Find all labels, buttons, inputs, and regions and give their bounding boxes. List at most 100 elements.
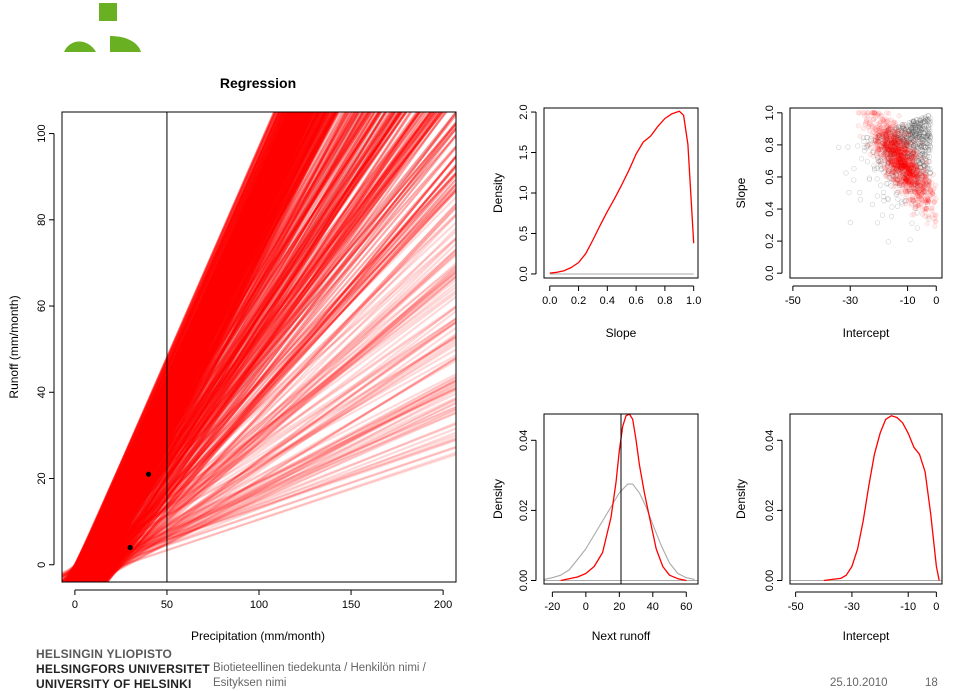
regression-line bbox=[69, 112, 314, 582]
prior-sample-point bbox=[886, 156, 892, 162]
posterior-sample-point bbox=[871, 110, 877, 116]
prior-sample-point bbox=[904, 142, 910, 148]
regression-line bbox=[86, 112, 437, 582]
posterior-sample-point bbox=[886, 125, 892, 131]
prior-sample-point bbox=[915, 158, 921, 164]
prior-sample-point bbox=[904, 150, 910, 156]
prior-sample-point bbox=[836, 144, 842, 150]
slope-density-xtick-label: 0.2 bbox=[571, 295, 586, 307]
prior-sample-point bbox=[910, 185, 916, 191]
posterior-sample-point bbox=[902, 162, 908, 168]
prior-sample-point bbox=[893, 141, 899, 148]
prior-sample-point bbox=[899, 135, 905, 141]
prior-sample-point bbox=[868, 136, 874, 142]
regression-line bbox=[67, 112, 289, 582]
footer-faculty-line1: Biotieteellinen tiedekunta / Henkilön ni… bbox=[213, 662, 426, 674]
next-runoff-xlabel: Next runoff bbox=[592, 629, 651, 643]
posterior-sample-point bbox=[891, 150, 897, 156]
posterior-sample-point bbox=[911, 165, 917, 171]
regression-line bbox=[87, 112, 320, 582]
prior-sample-point bbox=[874, 176, 880, 182]
slope-density-curve bbox=[549, 110, 695, 274]
posterior-sample-point bbox=[875, 146, 882, 152]
prior-sample-point bbox=[919, 149, 925, 155]
prior-sample-point bbox=[900, 158, 906, 164]
regression-line bbox=[100, 112, 308, 582]
regression-line bbox=[93, 112, 306, 582]
regression-line bbox=[69, 112, 358, 582]
regression-ytick-label: 40 bbox=[36, 386, 48, 398]
posterior-sample-point bbox=[925, 186, 931, 192]
posterior-sample-point bbox=[908, 163, 914, 169]
prior-sample-point bbox=[918, 143, 924, 149]
prior-sample-point bbox=[921, 130, 927, 137]
posterior-sample-point bbox=[888, 170, 895, 177]
prior-sample-point bbox=[927, 138, 933, 144]
prior-sample-point bbox=[905, 153, 911, 160]
posterior-sample-point bbox=[905, 149, 911, 155]
posterior-sample-point bbox=[908, 171, 914, 178]
prior-sample-point bbox=[884, 137, 890, 144]
prior-sample-point bbox=[911, 159, 917, 165]
regression-line bbox=[84, 112, 397, 582]
prior-sample-point bbox=[898, 166, 904, 172]
posterior-sample-point bbox=[913, 155, 919, 161]
regression-line bbox=[62, 112, 445, 582]
posterior-sample-point bbox=[890, 133, 896, 139]
posterior-sample-point bbox=[883, 129, 889, 135]
next-runoff-curve bbox=[543, 483, 695, 580]
posterior-sample-point bbox=[901, 150, 907, 156]
prior-sample-point bbox=[901, 122, 907, 128]
posterior-sample-point bbox=[903, 164, 909, 170]
prior-sample-point bbox=[921, 137, 927, 143]
prior-sample-point bbox=[916, 122, 922, 129]
regression-line bbox=[97, 112, 295, 582]
posterior-sample-point bbox=[908, 183, 914, 189]
posterior-sample-point bbox=[898, 159, 904, 165]
posterior-sample-point bbox=[887, 147, 893, 153]
regression-line bbox=[81, 112, 407, 582]
regression-line bbox=[97, 112, 307, 582]
prior-sample-point bbox=[884, 150, 891, 156]
posterior-sample-point bbox=[923, 176, 929, 182]
prior-sample-point bbox=[856, 190, 863, 196]
regression-line bbox=[97, 112, 432, 582]
prior-sample-point bbox=[926, 137, 932, 143]
regression-line bbox=[86, 112, 299, 582]
prior-sample-point bbox=[916, 125, 922, 131]
prior-sample-point bbox=[908, 151, 914, 157]
posterior-sample-point bbox=[924, 159, 931, 165]
prior-sample-point bbox=[924, 164, 931, 170]
prior-sample-point bbox=[880, 189, 887, 195]
prior-sample-point bbox=[927, 121, 933, 127]
prior-sample-point bbox=[886, 160, 892, 166]
prior-sample-point bbox=[906, 123, 912, 129]
regression-line bbox=[92, 112, 357, 582]
regression-line bbox=[88, 112, 303, 582]
posterior-sample-point bbox=[923, 206, 929, 212]
regression-line bbox=[98, 112, 316, 582]
regression-line bbox=[89, 275, 456, 582]
posterior-sample-point bbox=[881, 147, 887, 154]
regression-line bbox=[86, 112, 294, 582]
prior-sample-point bbox=[915, 155, 921, 161]
regression-line bbox=[105, 155, 456, 582]
regression-line bbox=[71, 112, 434, 582]
footer-faculty-line2: Esityksen nimi bbox=[213, 677, 287, 689]
prior-sample-point bbox=[911, 119, 917, 125]
posterior-sample-point bbox=[921, 188, 927, 194]
prior-sample-point bbox=[909, 132, 915, 138]
prior-sample-point bbox=[907, 188, 913, 195]
prior-sample-point bbox=[897, 159, 904, 165]
prior-sample-point bbox=[914, 158, 920, 164]
prior-sample-point bbox=[915, 145, 921, 151]
regression-line bbox=[79, 112, 381, 582]
regression-line bbox=[84, 112, 352, 582]
prior-sample-point bbox=[847, 219, 853, 226]
posterior-sample-point bbox=[892, 136, 898, 142]
regression-line bbox=[97, 112, 329, 582]
prior-sample-point bbox=[909, 120, 916, 127]
regression-line bbox=[62, 189, 456, 579]
regression-line bbox=[73, 112, 291, 582]
regression-line bbox=[101, 112, 314, 582]
